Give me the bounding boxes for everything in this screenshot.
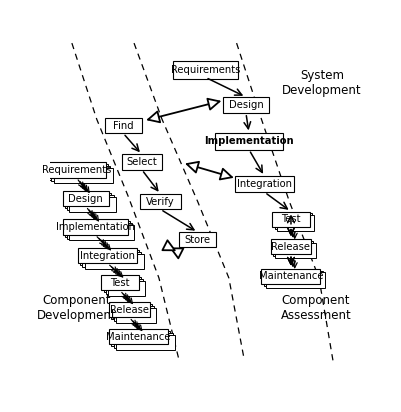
Bar xyxy=(63,191,109,206)
Bar xyxy=(54,168,113,183)
Bar xyxy=(113,306,154,321)
Bar xyxy=(116,335,175,350)
Bar xyxy=(223,97,269,113)
Bar xyxy=(215,133,283,150)
Bar xyxy=(173,61,238,79)
Bar xyxy=(111,304,152,319)
Bar xyxy=(277,215,314,231)
Text: Implementation: Implementation xyxy=(56,222,135,232)
Bar xyxy=(69,197,116,212)
Bar xyxy=(83,252,142,267)
Bar xyxy=(140,194,181,209)
Text: Implementation: Implementation xyxy=(204,136,294,146)
Text: Verify: Verify xyxy=(146,197,175,207)
Text: Test: Test xyxy=(110,278,130,288)
Bar xyxy=(109,329,168,344)
Text: Design: Design xyxy=(69,194,103,204)
Bar xyxy=(111,331,170,346)
Bar xyxy=(49,164,108,180)
Text: System
Development: System Development xyxy=(282,69,362,97)
FancyArrowPatch shape xyxy=(187,162,232,180)
Bar xyxy=(113,333,172,348)
Bar xyxy=(271,239,311,254)
Bar xyxy=(103,277,141,292)
Text: Maintenance: Maintenance xyxy=(259,271,323,281)
Text: Component
Assessment: Component Assessment xyxy=(280,294,351,322)
Bar xyxy=(122,154,162,170)
Text: Component
Development: Component Development xyxy=(37,294,116,322)
Text: Design: Design xyxy=(229,100,263,110)
Bar xyxy=(109,302,150,317)
Bar xyxy=(272,211,310,227)
Bar xyxy=(67,223,132,239)
Text: Release: Release xyxy=(271,242,310,252)
Bar xyxy=(263,271,323,286)
Text: Requirements: Requirements xyxy=(42,165,111,175)
Bar xyxy=(47,162,106,178)
Text: Requirements: Requirements xyxy=(171,65,240,75)
Bar xyxy=(85,254,144,269)
Bar xyxy=(105,118,142,133)
Text: Integration: Integration xyxy=(80,250,135,261)
Bar xyxy=(78,248,137,263)
Bar xyxy=(101,275,139,290)
Bar xyxy=(266,272,325,288)
Bar xyxy=(275,243,316,258)
Bar xyxy=(51,166,110,181)
Text: Select: Select xyxy=(126,157,157,167)
Bar xyxy=(65,221,130,236)
Bar xyxy=(275,213,312,229)
Bar xyxy=(106,279,143,294)
Bar xyxy=(65,193,111,208)
Bar xyxy=(108,281,145,296)
FancyArrowPatch shape xyxy=(162,240,183,258)
Text: Store: Store xyxy=(185,235,211,245)
Bar xyxy=(63,220,128,235)
Bar xyxy=(69,225,134,241)
Bar xyxy=(80,250,139,265)
FancyArrowPatch shape xyxy=(148,99,219,122)
Text: Find: Find xyxy=(113,121,134,131)
Bar xyxy=(273,241,313,256)
Text: Release: Release xyxy=(110,304,149,315)
Text: Test: Test xyxy=(281,214,301,224)
Bar xyxy=(235,176,294,192)
Bar xyxy=(116,308,156,323)
Text: Integration: Integration xyxy=(237,179,292,189)
Text: Maintenance: Maintenance xyxy=(106,332,171,342)
Bar xyxy=(179,232,217,247)
Bar xyxy=(261,269,320,284)
Bar xyxy=(67,195,113,210)
